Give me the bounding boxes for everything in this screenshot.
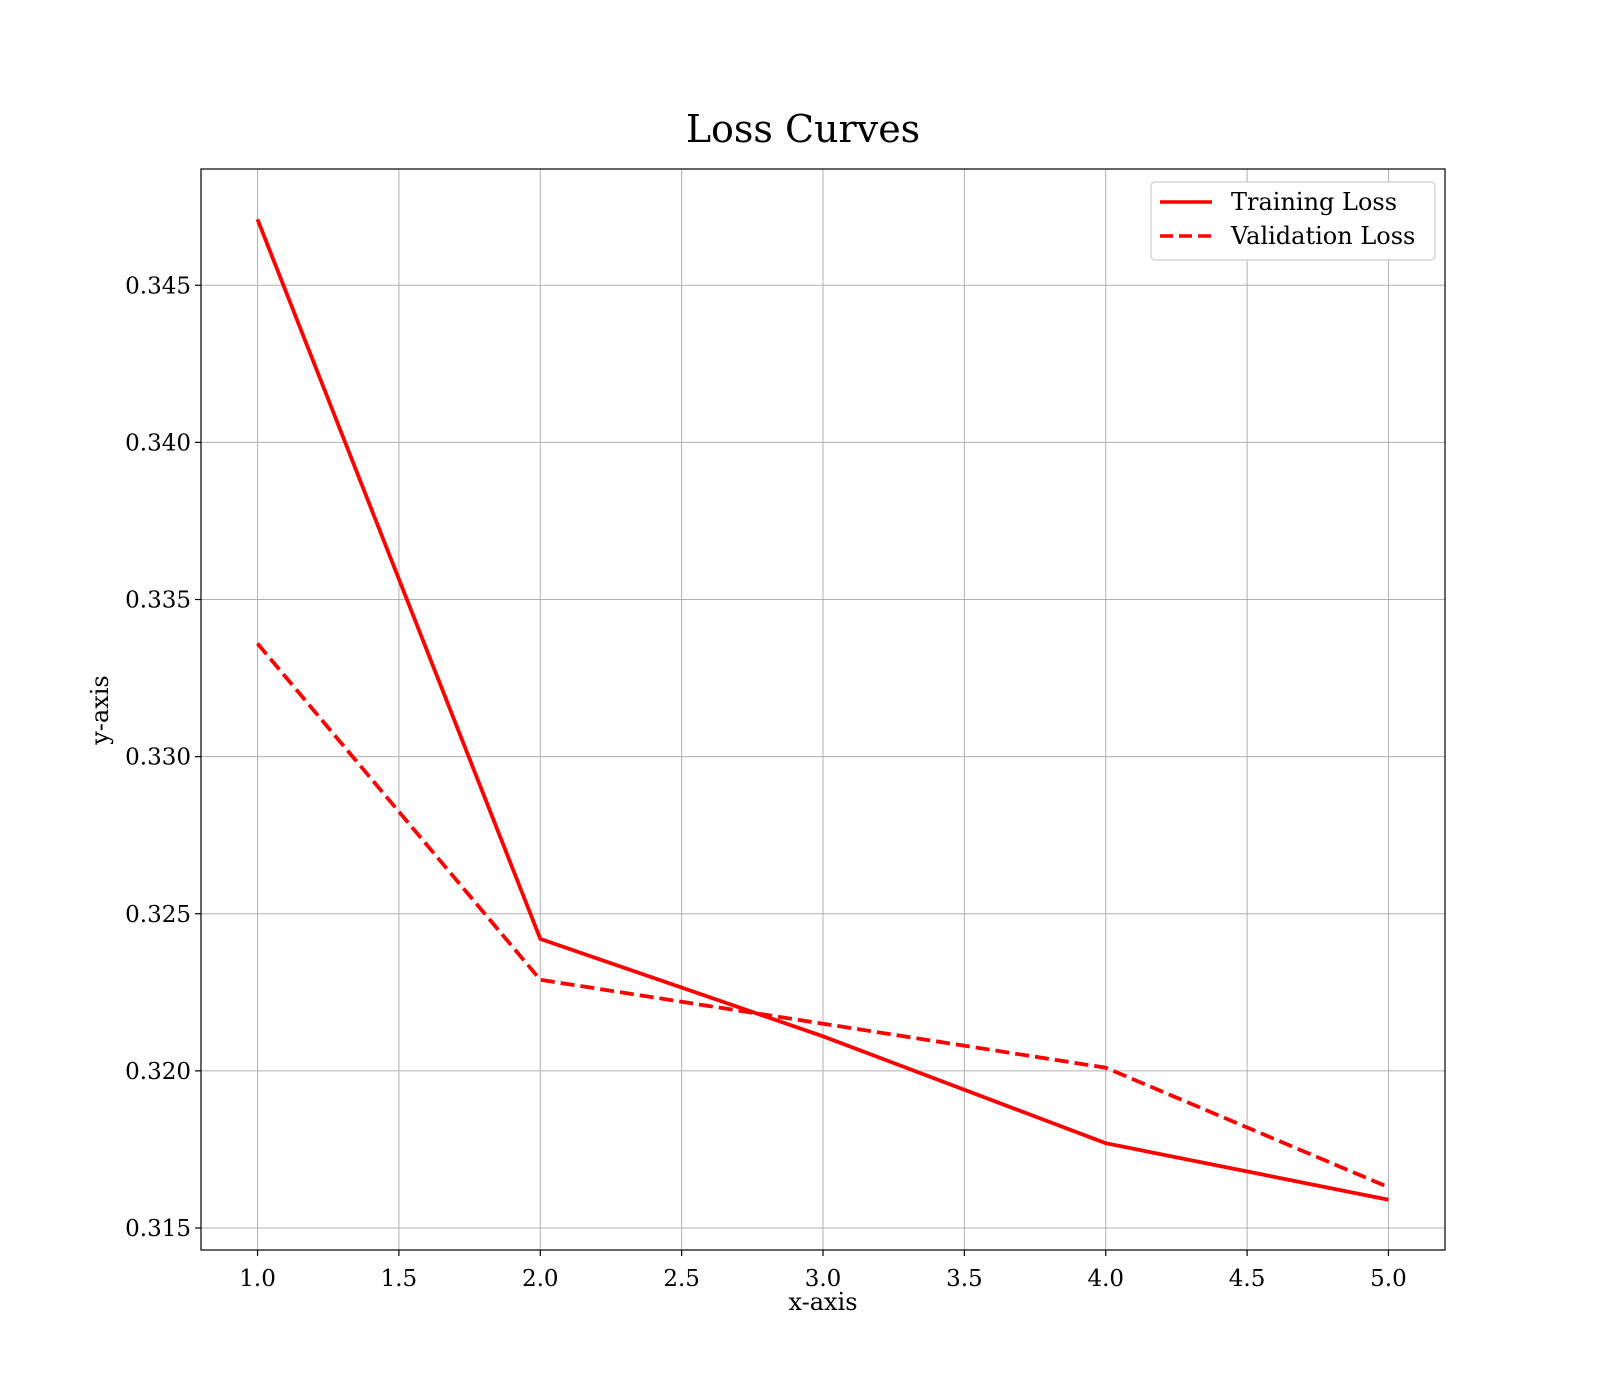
x-tick-label: 1.0 bbox=[239, 1266, 276, 1292]
x-ticks: 1.0 1.5 2.0 2.5 3.0 3.5 4.0 4.5 5.0 bbox=[239, 1250, 1407, 1292]
x-tick-label: 4.5 bbox=[1229, 1266, 1266, 1292]
legend-label-validation-loss: Validation Loss bbox=[1230, 222, 1415, 250]
y-tick-label: 0.335 bbox=[125, 588, 191, 614]
x-tick-label: 4.0 bbox=[1087, 1266, 1124, 1292]
x-tick-label: 3.0 bbox=[805, 1266, 842, 1292]
y-ticks: 0.315 0.320 0.325 0.330 0.335 0.340 0.345 bbox=[125, 273, 201, 1242]
x-axis-label: x-axis bbox=[788, 1288, 857, 1316]
legend: Training Loss Validation Loss bbox=[1150, 181, 1436, 261]
legend-box bbox=[1150, 181, 1436, 261]
y-tick-label: 0.345 bbox=[125, 273, 191, 299]
x-tick-label: 3.5 bbox=[946, 1266, 983, 1292]
x-tick-label: 5.0 bbox=[1370, 1266, 1407, 1292]
legend-label-training-loss: Training Loss bbox=[1231, 188, 1397, 216]
y-tick-label: 0.325 bbox=[125, 902, 191, 928]
x-tick-label: 2.0 bbox=[522, 1266, 559, 1292]
x-tick-label: 2.5 bbox=[663, 1266, 700, 1292]
x-tick-label: 1.5 bbox=[381, 1266, 418, 1292]
series-layer bbox=[255, 218, 1390, 1202]
y-tick-label: 0.320 bbox=[125, 1059, 191, 1085]
y-axis-label: y-axis bbox=[86, 675, 114, 746]
series-line-training-loss bbox=[255, 218, 1389, 1202]
y-tick-label: 0.315 bbox=[125, 1216, 191, 1242]
series-line-validation-loss bbox=[256, 642, 1390, 1189]
y-tick-label: 0.330 bbox=[125, 745, 191, 771]
grid-lines bbox=[201, 169, 1445, 1250]
y-tick-label: 0.340 bbox=[125, 430, 191, 456]
chart-title: Loss Curves bbox=[686, 107, 920, 151]
